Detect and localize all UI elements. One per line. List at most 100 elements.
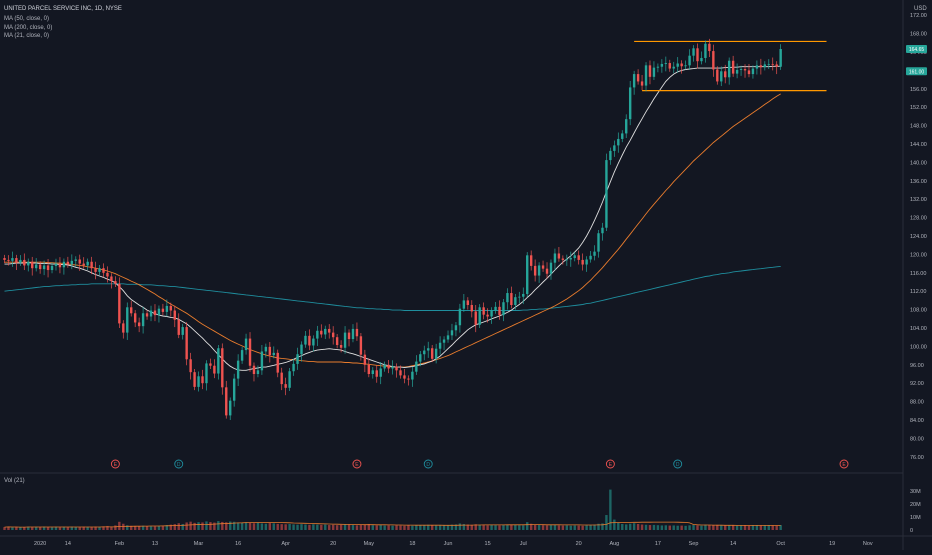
- volume-bar: [628, 523, 632, 530]
- candle-body: [450, 330, 454, 336]
- volume-bar: [779, 525, 782, 530]
- symbol-title: UNITED PARCEL SERVICE INC, 1D, NYSE: [4, 6, 122, 12]
- candle-body: [553, 253, 557, 263]
- volume-bars: [3, 489, 782, 530]
- candle-body: [533, 265, 537, 276]
- candle-body: [292, 363, 295, 372]
- volume-bar: [110, 526, 113, 530]
- price-tick-label: 76.00: [910, 455, 924, 461]
- volume-bar: [70, 526, 74, 530]
- volume-bar: [201, 522, 204, 530]
- candle-body: [185, 327, 188, 360]
- price-axis[interactable]: 172.00168.00164.00160.00156.00152.00148.…: [910, 13, 927, 461]
- volume-axis[interactable]: 30M 20M 10M 0: [910, 489, 921, 534]
- volume-bar: [549, 525, 553, 530]
- candle-body: [86, 261, 89, 266]
- volume-bar: [589, 525, 592, 530]
- candle-body: [779, 49, 782, 67]
- earnings-marker[interactable]: [110, 459, 120, 469]
- volume-bar: [652, 524, 656, 530]
- moving-average-lines: [4, 65, 781, 371]
- candle-body: [217, 348, 220, 374]
- earnings-marker[interactable]: [352, 459, 362, 469]
- volume-bar: [177, 523, 180, 530]
- candle-body: [379, 368, 382, 377]
- volume-bar: [423, 525, 426, 530]
- candle-body: [387, 364, 390, 369]
- candle-body: [743, 69, 747, 71]
- volume-bar: [339, 524, 343, 530]
- candle-body: [236, 360, 240, 379]
- time-axis[interactable]: 2020 14 Feb 13 Mar 16 Apr 20 May 18 Jun 15 Jul 20 Aug 1…: [34, 541, 873, 547]
- volume-bar: [708, 525, 711, 530]
- candle-body: [181, 327, 184, 335]
- candle-body: [589, 255, 592, 260]
- range-lines[interactable]: [634, 40, 827, 92]
- candle-body: [529, 255, 533, 266]
- candle-body: [474, 311, 477, 325]
- volume-bar: [153, 526, 157, 530]
- volume-ma-line: [4, 521, 781, 528]
- candle-body: [581, 259, 584, 265]
- volume-bar: [34, 526, 38, 530]
- candle-body: [31, 261, 34, 269]
- time-tick-label: 17: [655, 541, 661, 547]
- candle-body: [664, 63, 668, 64]
- price-badge-label: 164.65: [909, 47, 925, 53]
- volume-bar: [351, 525, 355, 530]
- price-tick-label: 120.00: [910, 252, 927, 258]
- volume-bar: [450, 524, 454, 530]
- candle-body: [276, 352, 279, 373]
- volume-bar: [735, 525, 739, 530]
- volume-bar: [106, 525, 109, 530]
- candle-body: [660, 63, 664, 67]
- dividend-marker[interactable]: [423, 459, 433, 469]
- volume-bar: [636, 524, 640, 530]
- price-tick-label: 148.00: [910, 124, 927, 130]
- candle-body: [141, 313, 145, 327]
- candle-body: [335, 337, 339, 346]
- volume-bar: [684, 525, 687, 530]
- candle-body: [399, 370, 402, 376]
- candle-body: [403, 375, 406, 379]
- candle-body: [597, 233, 600, 252]
- candle-body: [617, 138, 620, 146]
- volume-bar: [399, 525, 402, 530]
- price-tick-label: 100.00: [910, 344, 927, 350]
- time-tick-label: Aug: [609, 541, 619, 547]
- candle-body: [577, 255, 580, 260]
- dividend-marker[interactable]: [174, 459, 184, 469]
- price-tick-label: 152.00: [910, 105, 927, 111]
- candle-body: [470, 305, 473, 312]
- candle-body: [498, 306, 501, 316]
- volume-bar: [193, 522, 196, 530]
- volume-bar: [597, 523, 600, 530]
- volume-bar: [86, 526, 89, 530]
- volume-bar: [292, 524, 295, 530]
- price-tick-label: 156.00: [910, 87, 927, 93]
- earnings-marker[interactable]: [839, 459, 849, 469]
- volume-bar: [533, 524, 537, 530]
- candle-body: [78, 259, 81, 264]
- volume-bar: [470, 524, 473, 530]
- candle-body: [3, 258, 6, 260]
- candle-body: [324, 328, 327, 335]
- volume-bar: [260, 523, 264, 530]
- volume-bar: [42, 526, 46, 530]
- volume-bar: [609, 489, 612, 530]
- price-tick-label: 104.00: [910, 326, 927, 332]
- candle-body: [209, 363, 212, 366]
- candle-body: [74, 259, 77, 261]
- earnings-marker[interactable]: [605, 459, 615, 469]
- volume-bar: [78, 527, 81, 530]
- candle-body: [248, 338, 252, 366]
- volume-bar: [126, 525, 129, 530]
- dividend-marker[interactable]: [673, 459, 683, 469]
- candle-body: [351, 328, 355, 340]
- volume-bar: [280, 524, 283, 530]
- volume-bar: [240, 522, 244, 530]
- price-badge: [906, 67, 927, 76]
